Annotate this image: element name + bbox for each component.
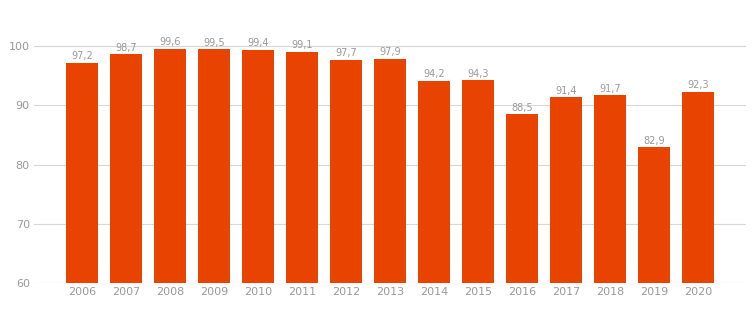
Bar bbox=[594, 96, 626, 283]
Text: 97,7: 97,7 bbox=[336, 48, 357, 58]
Text: 99,4: 99,4 bbox=[247, 38, 269, 48]
Bar bbox=[462, 80, 494, 283]
Text: 88,5: 88,5 bbox=[511, 103, 533, 113]
Text: 94,2: 94,2 bbox=[424, 69, 445, 79]
Bar bbox=[198, 49, 230, 283]
Text: 91,4: 91,4 bbox=[556, 86, 577, 96]
Bar bbox=[242, 50, 274, 283]
Text: 99,1: 99,1 bbox=[292, 40, 313, 50]
Bar bbox=[682, 92, 714, 283]
Bar bbox=[66, 63, 98, 283]
Bar bbox=[330, 60, 362, 283]
Bar bbox=[287, 52, 318, 283]
Text: 99,6: 99,6 bbox=[159, 37, 181, 47]
Bar bbox=[418, 81, 450, 283]
Text: 91,7: 91,7 bbox=[599, 84, 621, 94]
Bar bbox=[155, 49, 186, 283]
Text: 92,3: 92,3 bbox=[688, 80, 709, 90]
Text: 94,3: 94,3 bbox=[467, 69, 489, 79]
Text: 82,9: 82,9 bbox=[643, 136, 665, 146]
Text: 97,9: 97,9 bbox=[379, 47, 401, 57]
Bar bbox=[110, 54, 142, 283]
Bar bbox=[639, 148, 670, 283]
Text: 98,7: 98,7 bbox=[115, 43, 137, 53]
Text: 97,2: 97,2 bbox=[72, 51, 93, 61]
Bar bbox=[374, 59, 406, 283]
Text: 99,5: 99,5 bbox=[204, 38, 225, 48]
Bar bbox=[507, 114, 538, 283]
Bar bbox=[550, 97, 582, 283]
